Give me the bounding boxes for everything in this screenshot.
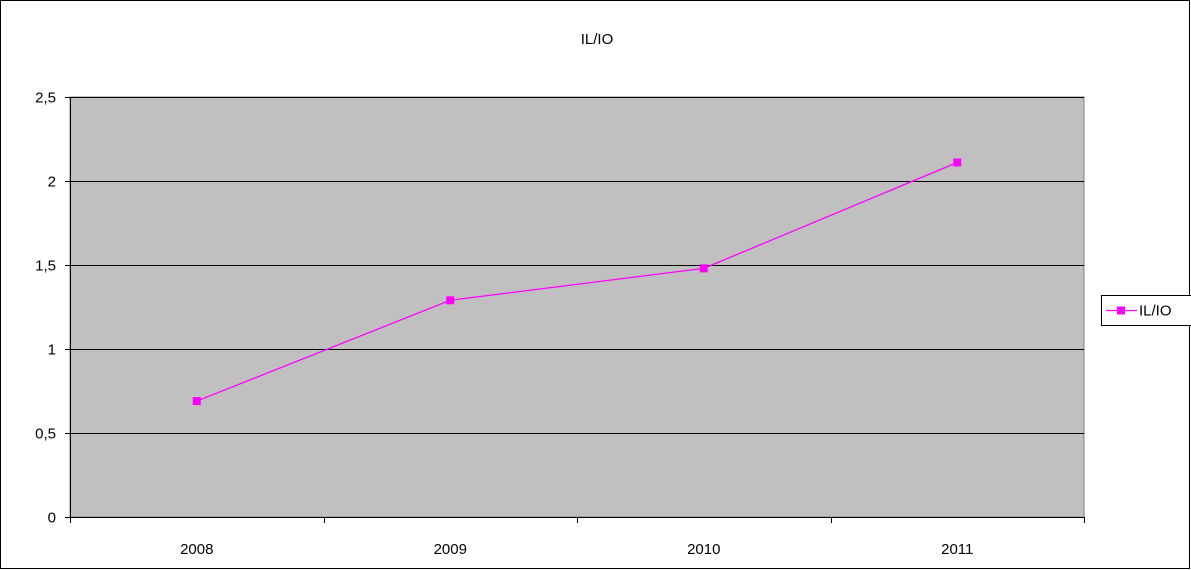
plot-area: 0 0,5 1 1,5 2 2,5 2008 2009 2010 2011 [35, 90, 1085, 558]
data-point-2010 [699, 264, 708, 273]
data-point-2009 [446, 296, 455, 305]
x-tick-label: 2011 [941, 541, 973, 558]
y-tick-label: 0 [48, 510, 56, 527]
plot-background [69, 96, 1085, 518]
data-point-2008 [192, 397, 201, 406]
y-tick-label: 1,5 [35, 258, 56, 275]
y-tick-label: 2,5 [35, 90, 56, 107]
y-tick-label: 0,5 [35, 426, 56, 443]
legend: IL/IO [1101, 295, 1191, 326]
x-tick-label: 2008 [180, 541, 213, 558]
y-tick-label: 2 [48, 174, 56, 191]
chart-title: IL/IO [581, 31, 614, 48]
series-line-0 [196, 161, 958, 402]
legend-label: IL/IO [1139, 303, 1172, 320]
data-point-2011 [953, 158, 962, 167]
legend-marker-0 [1117, 306, 1125, 315]
x-tick-label: 2010 [687, 541, 720, 558]
x-tick-label: 2009 [434, 541, 467, 558]
y-tick-label: 1 [48, 342, 56, 359]
